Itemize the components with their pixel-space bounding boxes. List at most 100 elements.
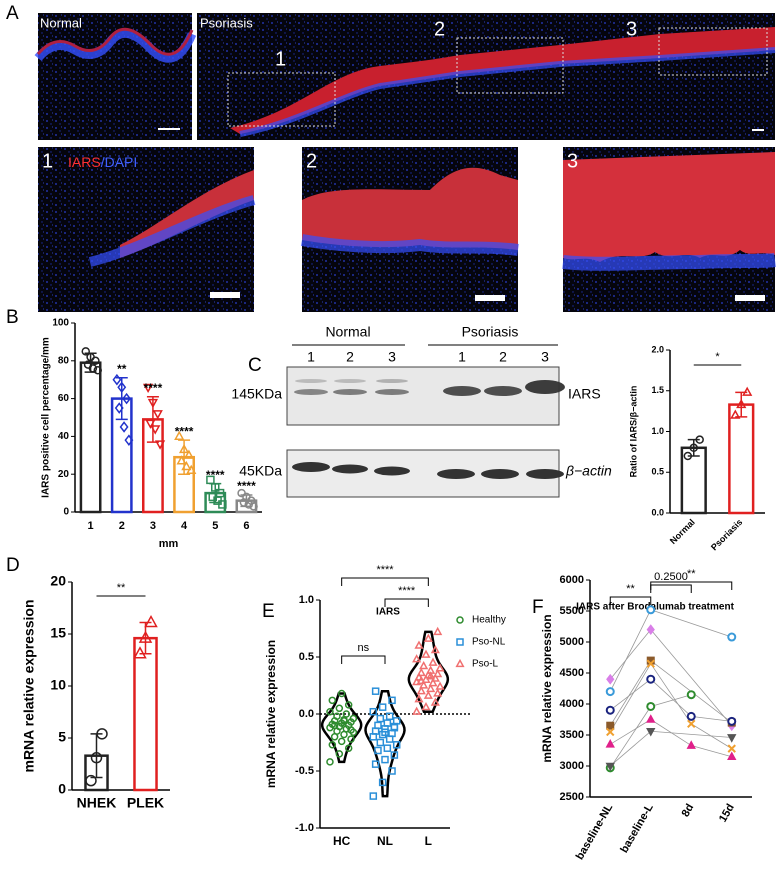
lane-label: 1 xyxy=(307,349,315,365)
lane-label: 1 xyxy=(458,349,466,365)
y-tick-label: 0 xyxy=(58,781,66,797)
bracket-label: ** xyxy=(626,583,635,595)
legend-marker xyxy=(455,658,465,668)
data-point xyxy=(646,624,655,635)
y-tick-label: 0.0 xyxy=(651,507,664,517)
stain-dapi: /DAPI xyxy=(101,154,138,170)
bracket-label: 0.2500 xyxy=(654,571,688,583)
panel-letter: E xyxy=(262,601,275,622)
y-tick-label: 0.5 xyxy=(299,651,314,663)
data-point xyxy=(328,696,337,705)
data-point xyxy=(428,657,438,666)
series-line xyxy=(609,609,732,692)
chart-title: IARS xyxy=(376,607,400,618)
data-point xyxy=(414,672,424,681)
data-point xyxy=(428,678,438,687)
x-tick-label: 8d xyxy=(680,802,697,819)
data-point xyxy=(430,697,440,706)
image-label: Psoriasis xyxy=(200,15,253,30)
data-point xyxy=(388,767,396,775)
data-point xyxy=(174,430,185,440)
data-point xyxy=(335,704,344,713)
data-point xyxy=(606,673,615,685)
violin xyxy=(407,630,450,713)
data-point xyxy=(687,719,696,729)
data-point xyxy=(433,668,443,678)
legend-label: Pso-NL xyxy=(472,637,506,648)
data-point xyxy=(122,392,132,405)
panel-letter: A xyxy=(6,3,19,24)
data-point xyxy=(138,630,153,643)
x-tick-label: 2 xyxy=(119,520,125,532)
legend-marker xyxy=(456,616,464,624)
blot-group: Normal xyxy=(325,324,370,340)
data-point xyxy=(727,751,737,760)
data-point xyxy=(606,721,615,730)
data-point xyxy=(91,356,100,366)
data-point xyxy=(605,762,615,772)
data-point xyxy=(124,434,134,446)
series-line xyxy=(609,628,733,726)
data-point xyxy=(114,402,124,414)
data-point xyxy=(93,366,102,375)
stain-iars: IARS xyxy=(68,154,101,170)
bar xyxy=(79,361,102,514)
zoom-label: 1 xyxy=(42,150,53,172)
data-point xyxy=(383,744,392,752)
data-point xyxy=(727,744,736,753)
y-tick-label: 15 xyxy=(50,625,66,641)
zoom-label: 3 xyxy=(567,150,578,172)
data-point xyxy=(342,710,351,718)
data-point xyxy=(330,721,339,730)
legend-label: Pso-L xyxy=(472,659,499,670)
data-point xyxy=(435,681,445,690)
data-point xyxy=(154,440,166,450)
series-line xyxy=(610,678,732,722)
significance-label: ** xyxy=(117,362,127,376)
y-tick-label: 5 xyxy=(58,729,66,745)
data-point xyxy=(683,451,693,461)
data-point xyxy=(416,675,426,685)
data-point xyxy=(423,690,433,699)
data-point xyxy=(381,755,389,764)
significance-label: **** xyxy=(175,424,194,438)
series-line xyxy=(609,730,732,767)
data-point xyxy=(414,694,424,703)
significance-label: **** xyxy=(237,479,256,493)
data-point xyxy=(421,702,431,711)
image-zoom-1 xyxy=(38,147,254,312)
legend-label: Healthy xyxy=(472,615,506,626)
x-tick-label: baseline-NL xyxy=(574,802,616,862)
data-point xyxy=(390,751,399,759)
panel-letter: B xyxy=(6,307,19,328)
data-point xyxy=(337,737,346,746)
data-point xyxy=(178,443,190,454)
y-tick-label: 0 xyxy=(63,507,69,518)
data-point xyxy=(133,646,147,659)
data-point xyxy=(347,735,355,743)
data-point xyxy=(112,373,122,386)
data-point xyxy=(435,663,445,672)
panel-letter: C xyxy=(248,355,262,376)
data-point xyxy=(145,419,156,429)
data-point xyxy=(381,728,389,736)
bracket-label: ** xyxy=(687,568,696,580)
legend-marker xyxy=(456,638,464,646)
y-tick-label: 6000 xyxy=(560,574,584,586)
size-label: 145KDa xyxy=(231,386,282,402)
blot-group: Psoriasis xyxy=(462,324,519,340)
data-point xyxy=(412,706,422,715)
data-point xyxy=(421,649,431,658)
y-tick-label: 80 xyxy=(58,355,70,366)
data-point xyxy=(686,690,696,700)
data-point xyxy=(117,381,127,394)
data-point xyxy=(433,688,443,697)
data-point xyxy=(88,364,98,373)
data-point xyxy=(85,774,97,787)
x-tick-label: baseline-L xyxy=(618,802,656,855)
bar xyxy=(728,403,755,515)
data-point xyxy=(605,739,615,748)
bracket-label: ns xyxy=(358,642,370,654)
data-point xyxy=(81,347,91,356)
